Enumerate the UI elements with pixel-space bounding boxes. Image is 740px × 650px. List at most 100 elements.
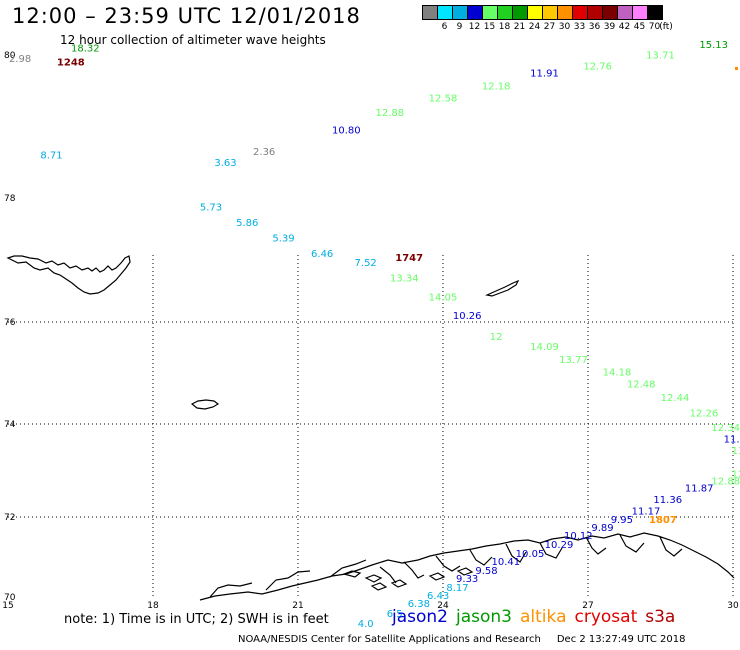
color-legend-labels: 6 9 12 15 18 21 24 27 30 33 36 39 42 45 70 (ft) — [422, 22, 740, 34]
satellite-jason3: jason3 — [456, 607, 512, 627]
swh-observation-label: 8.17 — [446, 583, 468, 594]
lon-tick-label: 18 — [147, 601, 159, 611]
swh-observation-label: 10.26 — [453, 311, 482, 322]
swh-observation-label: 12.44 — [661, 393, 690, 404]
swh-observation-label: 9.95 — [611, 515, 633, 526]
lat-tick-label: 70 — [4, 593, 16, 603]
credit-line: NOAA/NESDIS Center for Satellite Applica… — [238, 634, 685, 645]
swh-observation-label: 11.91 — [530, 68, 559, 79]
swh-observation-label: 9.58 — [475, 566, 497, 577]
legend-label: 21 — [513, 22, 526, 32]
legend-unit: (ft) — [659, 22, 673, 32]
swh-observation-label: 2.98 — [9, 54, 31, 65]
lat-tick-label: 76 — [4, 318, 16, 328]
satellite-s3a: s3a — [645, 607, 676, 627]
footer-note: note: 1) Time is in UTC; 2) SWH is in fe… — [64, 612, 329, 627]
map-title: 12:00 – 23:59 UTC 12/01/2018 — [12, 4, 361, 28]
swh-observation-label: 6.5 — [387, 609, 403, 620]
swh-observation-label: 14.09 — [530, 342, 559, 353]
legend-label: 39 — [603, 22, 616, 32]
legend-label: 42 — [618, 22, 631, 32]
swh-observation-label: 13.71 — [646, 51, 675, 62]
swh-observation-label: 1807 — [649, 515, 677, 526]
swh-observation-label: 11.36 — [653, 495, 682, 506]
swh-observation-label: 10.29 — [545, 540, 574, 551]
generated-timestamp: Dec 2 13:27:49 UTC 2018 — [556, 634, 686, 645]
swh-observation-label: 11.87 — [685, 483, 714, 494]
swh-observation-label: 12 — [490, 332, 503, 343]
swh-observation-label: 11.17 — [632, 507, 661, 518]
swh-observation-label: 6.38 — [408, 599, 430, 610]
legend-label: 45 — [633, 22, 646, 32]
norway-islands — [342, 567, 474, 591]
swh-observation-label: 1248 — [57, 58, 85, 69]
swh-observation-label: 7.52 — [355, 258, 377, 269]
bjornoya-island — [190, 399, 220, 410]
edge-marker-dot — [735, 67, 738, 70]
swh-observation-label: 10.05 — [516, 549, 545, 560]
swh-observation-label: 5.73 — [200, 202, 222, 213]
legend-label: 15 — [483, 22, 496, 32]
swh-observation-label: 12.26 — [690, 408, 719, 419]
swh-observation-label: 12.88 — [376, 108, 405, 119]
swh-observation-label: 12.58 — [429, 93, 458, 104]
swh-observation-label: 12 — [732, 469, 740, 480]
swh-observation-label: 1747 — [395, 253, 423, 264]
swh-observation-label: 5.39 — [272, 233, 294, 244]
swh-observation-label: 6.43 — [427, 591, 449, 602]
swh-observation-label: 12.34 — [711, 423, 740, 434]
swh-observation-label: 3.63 — [214, 158, 236, 169]
lon-tick-label: 24 — [437, 601, 449, 611]
swh-observation-label: 9.89 — [591, 523, 613, 534]
legend-label: 9 — [456, 22, 463, 32]
legend-label: 36 — [588, 22, 601, 32]
swh-observation-label: 5.86 — [236, 218, 258, 229]
swh-observation-label: 12.88 — [711, 476, 740, 487]
swh-observation-label: 12.48 — [627, 379, 656, 390]
lon-tick-label: 21 — [292, 601, 303, 611]
swh-observation-label: 10.12 — [564, 531, 593, 542]
wave-height-observations: 2.98 18.32 1248 8.71 3.63 2.36 10.80 12.88 12.58… — [9, 40, 740, 630]
legend-label: 24 — [528, 22, 541, 32]
coastlines — [6, 255, 735, 601]
credit-text: NOAA/NESDIS Center for Satellite Applica… — [238, 634, 541, 645]
lat-lon-grid — [8, 255, 734, 597]
swh-observation-label: 13.34 — [390, 274, 419, 285]
lat-tick-label: 74 — [4, 420, 16, 430]
swh-observation-label: 14.18 — [603, 368, 632, 379]
lon-tick-label: 30 — [727, 601, 739, 611]
swh-observation-label: 12.18 — [482, 81, 511, 92]
legend-swatch — [647, 5, 663, 20]
swh-observation-label: 18.32 — [71, 43, 100, 54]
satellite-jason2: jason2 — [392, 607, 448, 627]
swh-observation-label: 10.80 — [332, 126, 361, 137]
swh-observation-label: 13.77 — [559, 355, 588, 366]
hopen-island — [485, 279, 520, 297]
lat-tick-label: 78 — [4, 194, 16, 204]
color-legend — [422, 5, 663, 20]
swh-observation-label: 12.76 — [583, 61, 612, 72]
lon-tick-label: 15 — [2, 601, 13, 611]
norway-coast — [199, 532, 735, 601]
legend-label: 18 — [498, 22, 511, 32]
satellite-cryosat: cryosat — [574, 607, 638, 627]
legend-label: 33 — [573, 22, 586, 32]
swh-observation-label: 15.13 — [699, 40, 728, 51]
legend-label: 27 — [543, 22, 556, 32]
satellite-key: jason2 jason3 altika cryosat s3a — [392, 607, 683, 627]
lat-tick-label: 80 — [4, 51, 16, 61]
map-subtitle: 12 hour collection of altimeter wave hei… — [60, 33, 326, 47]
lat-tick-label: 72 — [4, 513, 15, 523]
legend-label: 70 — [648, 22, 661, 32]
swh-observation-label: 6.46 — [311, 249, 333, 260]
legend-label: 6 — [441, 22, 448, 32]
swh-observation-label: 9.33 — [456, 574, 478, 585]
swh-observation-label: 8.71 — [40, 151, 62, 162]
legend-label: 12 — [468, 22, 481, 32]
swh-observation-label: 10.41 — [492, 557, 521, 568]
swh-observation-label: 2.36 — [253, 147, 275, 158]
legend-label: 30 — [558, 22, 571, 32]
svalbard-coast — [6, 255, 131, 295]
satellite-altika: altika — [520, 607, 567, 627]
